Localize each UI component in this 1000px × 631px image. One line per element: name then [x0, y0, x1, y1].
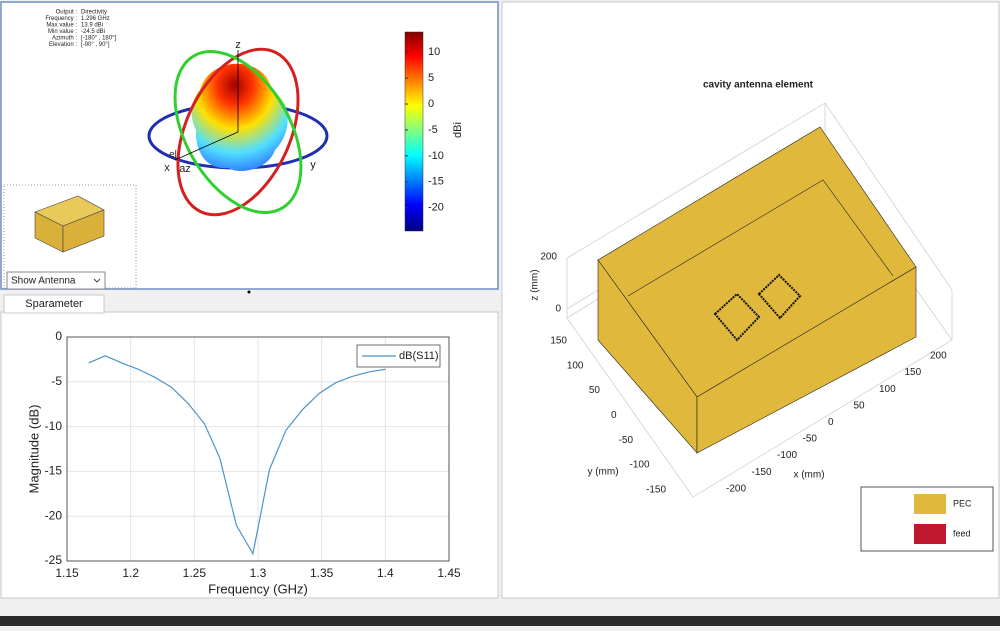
- info-label: Azimuth :: [52, 36, 77, 42]
- series-line: [88, 355, 386, 556]
- colorbar-tick-label: -10: [428, 150, 444, 162]
- info-label: Min value :: [48, 29, 77, 35]
- y-tick-label: -50: [619, 435, 634, 446]
- colorbar-tick-label: -20: [428, 202, 444, 214]
- z-tick-label: 200: [540, 252, 557, 263]
- y-tick-label: -20: [45, 508, 63, 522]
- info-label: Max value :: [46, 23, 77, 29]
- x-tick-label: -150: [752, 467, 772, 478]
- view-dropdown[interactable]: [6, 271, 106, 290]
- y-tick-label: -5: [51, 374, 62, 388]
- axis-label: z: [235, 39, 241, 51]
- x-tick-label: 1.35: [310, 566, 334, 580]
- axis-label: az: [179, 163, 191, 175]
- y-tick-label: 100: [567, 360, 584, 371]
- radiation-pattern: z x az y el dBi: [147, 31, 464, 232]
- y-tick-label: 50: [589, 385, 601, 396]
- x-tick-label: 0: [828, 417, 834, 428]
- tab-label[interactable]: Sparameter: [25, 298, 83, 310]
- y-tick-label: 150: [550, 336, 567, 347]
- info-value: [-90° , 90°]: [81, 42, 110, 48]
- x-tick-label: 1.4: [377, 566, 394, 580]
- x-tick-label: -100: [777, 450, 797, 461]
- x-tick-label: 100: [879, 384, 896, 395]
- dropdown-text[interactable]: Show Antenna: [11, 276, 76, 287]
- x-axis-label: Frequency (GHz): [208, 581, 308, 596]
- x-tick-label: -50: [803, 434, 818, 445]
- slot: [713, 292, 761, 342]
- legend-swatch: [914, 494, 946, 514]
- geometry-title: cavity antenna element: [703, 80, 814, 91]
- z-tick-label: 0: [555, 304, 561, 315]
- axis-label: x: [164, 162, 170, 174]
- slot: [757, 273, 802, 320]
- cavity-right: [696, 266, 917, 454]
- x-tick-label: 1.45: [437, 566, 461, 580]
- colorbar: [404, 31, 424, 232]
- y-tick-label: -100: [629, 460, 649, 471]
- colorbar-tick-label: -15: [428, 176, 444, 188]
- y-axis-label: y (mm): [587, 467, 618, 478]
- x-tick-label: 200: [930, 351, 947, 362]
- y-tick-label: 0: [611, 410, 617, 421]
- splitter-handle[interactable]: [247, 290, 251, 294]
- z-axis-label: z (mm): [530, 269, 541, 300]
- x-tick-label: -200: [726, 483, 746, 494]
- info-value: 1.296 GHz: [81, 16, 110, 22]
- dropdown-arrow[interactable]: [93, 278, 101, 283]
- y-tick-label: -15: [45, 464, 63, 478]
- legend-box: [356, 344, 441, 368]
- y-axis-label: Magnitude (dB): [26, 405, 41, 494]
- plot-frame: [66, 336, 450, 562]
- legend-label: PEC: [953, 498, 972, 508]
- info-value: 13.9 dBi: [81, 23, 103, 29]
- info-label: Elevation :: [49, 42, 77, 48]
- info-label: Output :: [56, 10, 78, 16]
- taskbar-strip: [0, 616, 1000, 626]
- x-axis-label: x (mm): [793, 470, 824, 481]
- colorbar-tick-label: -5: [428, 124, 438, 136]
- info-value: Directivity: [81, 10, 107, 16]
- x-tick-label: 1.25: [183, 566, 207, 580]
- legend-label: feed: [953, 528, 971, 538]
- colorbar-label: dBi: [452, 122, 464, 138]
- legend-swatch: [914, 524, 946, 544]
- x-tick-label: 1.15: [55, 566, 79, 580]
- cavity: [597, 126, 917, 454]
- antenna-icon: [34, 195, 105, 253]
- info-value: [-180° , 180°]: [81, 36, 116, 42]
- cavity-rim: [627, 179, 894, 297]
- elevation-circle: [176, 47, 300, 217]
- axis-label: el: [169, 150, 177, 161]
- x-tick-label: 1.2: [122, 566, 139, 580]
- colorbar-tick-label: 5: [428, 72, 434, 84]
- y-tick-label: -10: [45, 419, 63, 433]
- colorbar-tick-label: 10: [428, 46, 440, 58]
- y-tick-label: 0: [55, 329, 62, 343]
- sparameter-tab[interactable]: [3, 294, 105, 314]
- axis-label: y: [310, 159, 316, 171]
- legend-label: dB(S11): [399, 350, 439, 362]
- colorbar-tick-label: 0: [428, 98, 434, 110]
- x-tick-label: 50: [854, 400, 866, 411]
- pattern-surface: [191, 63, 288, 171]
- info-label: Frequency :: [45, 16, 77, 22]
- icon-right: [62, 209, 105, 253]
- info-value: -24.5 dBi: [81, 29, 105, 35]
- x-tick-label: 1.3: [250, 566, 267, 580]
- x-tick-label: 150: [905, 367, 922, 378]
- y-tick-label: -25: [45, 553, 63, 567]
- y-tick-label: -150: [646, 484, 666, 495]
- axis-line: [174, 131, 239, 161]
- elevation-circle: [173, 49, 303, 215]
